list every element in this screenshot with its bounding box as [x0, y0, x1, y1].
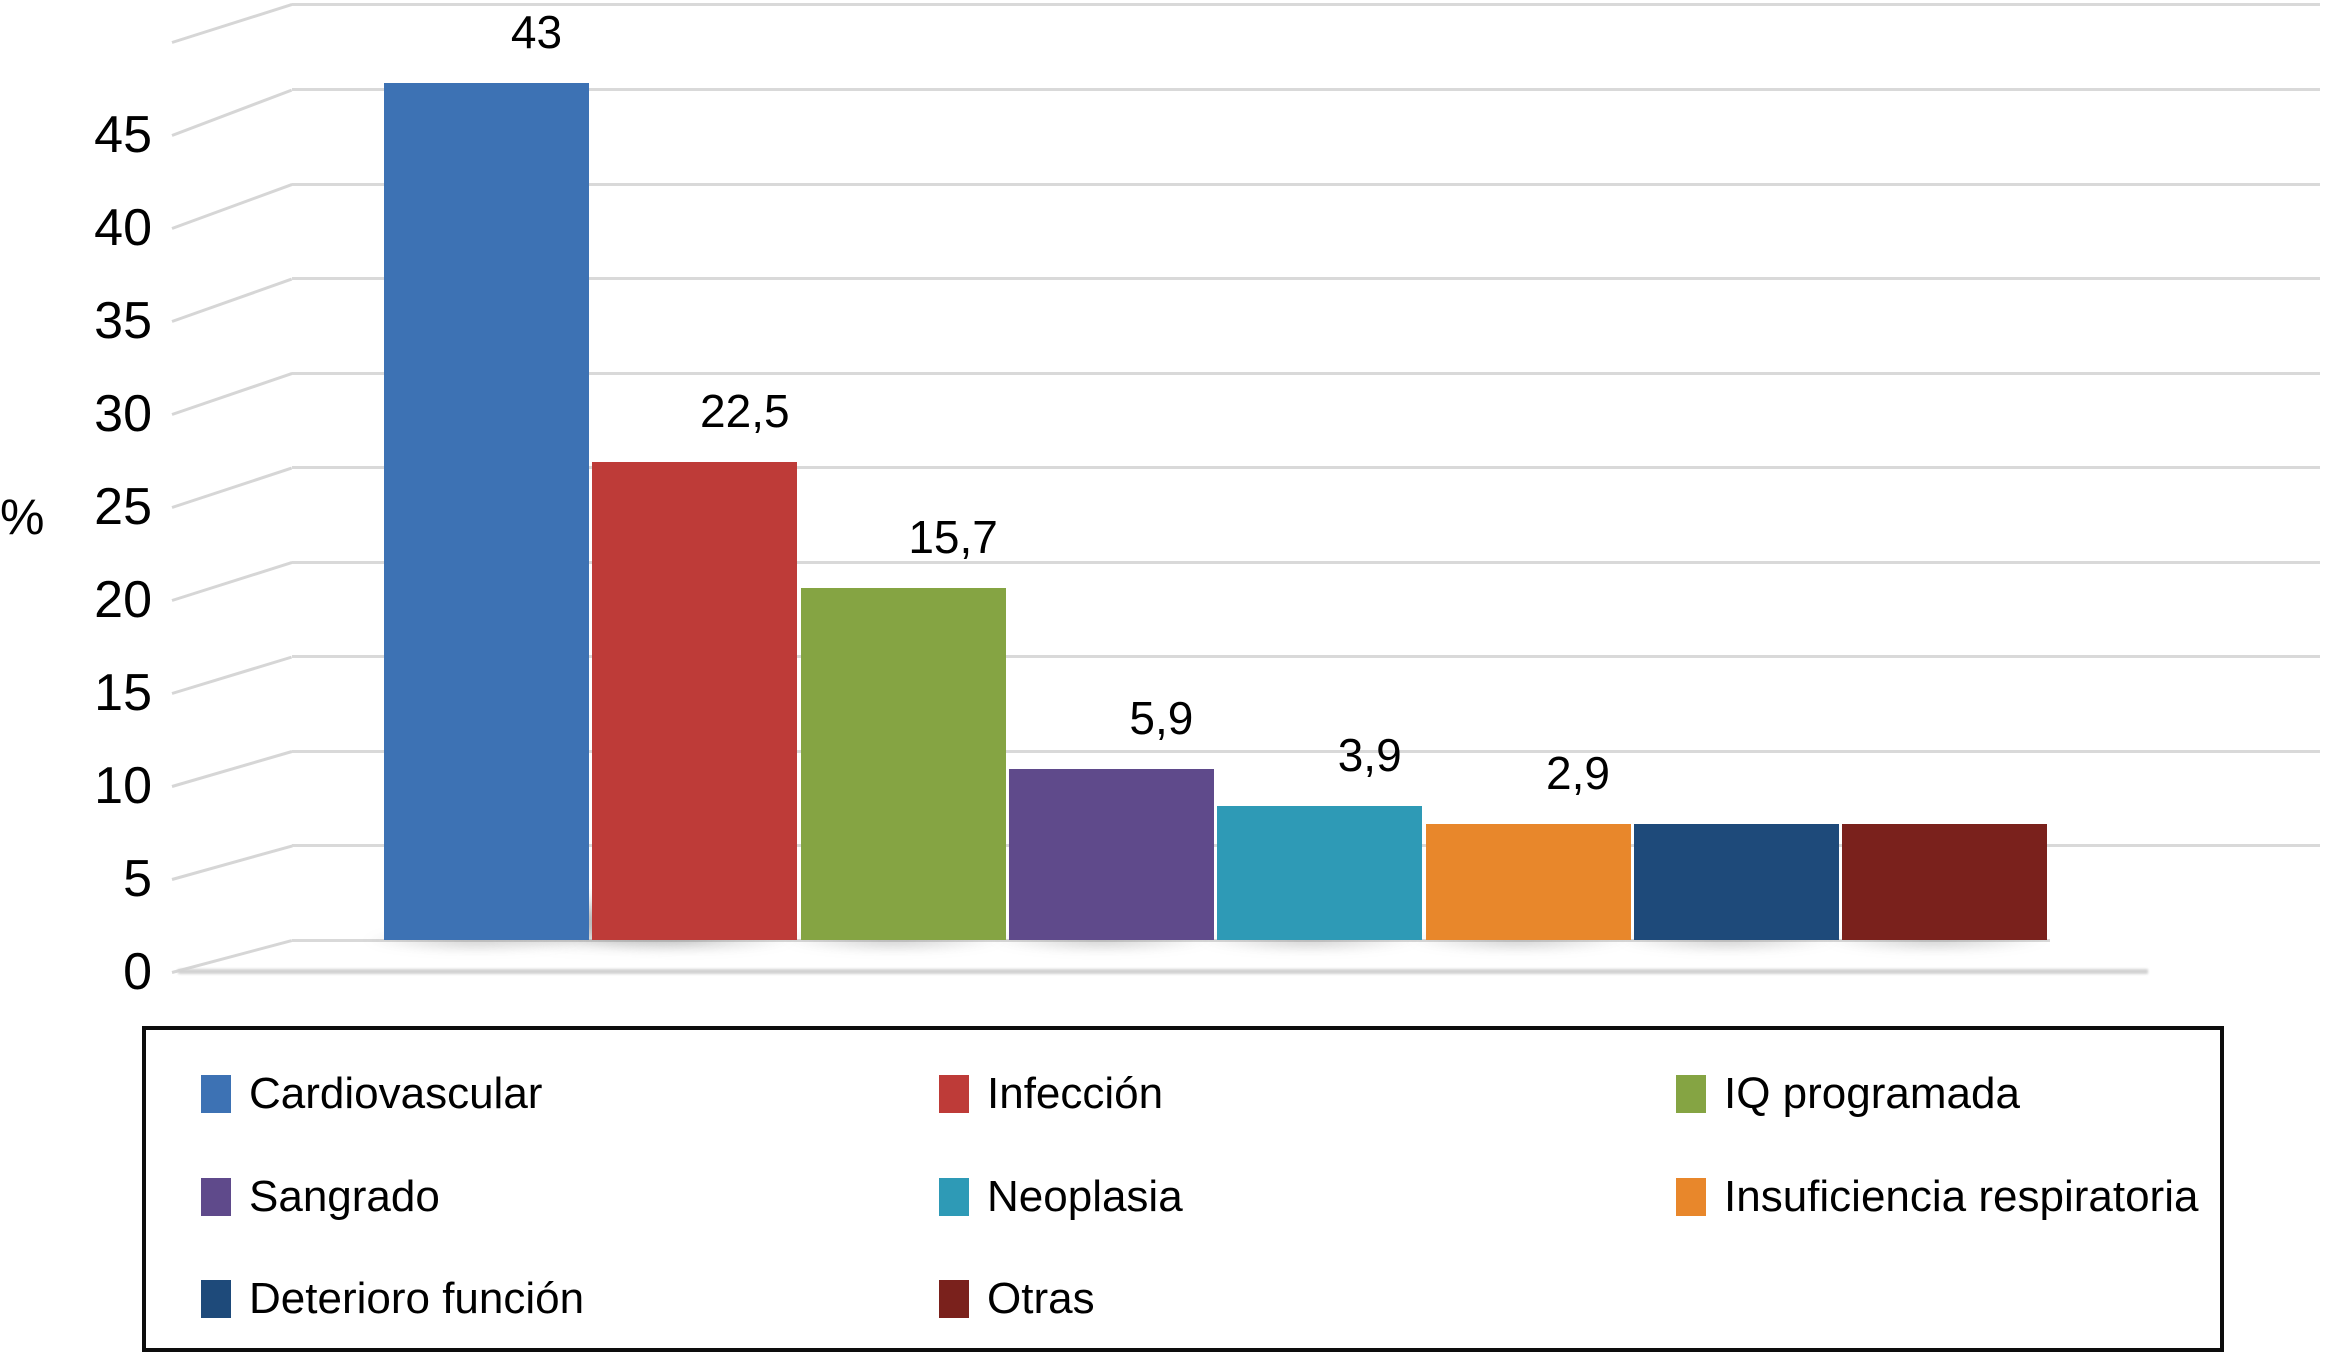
- y-axis-title: %: [0, 489, 45, 545]
- gridline: [292, 560, 2320, 564]
- bar-insuficiencia-respiratoria: [1425, 824, 1631, 940]
- legend-swatch-otras: [939, 1280, 969, 1318]
- gridline: [292, 2, 2320, 6]
- legend-swatch-cardiovascular: [201, 1075, 231, 1113]
- gridline: [292, 88, 2320, 91]
- y-tick-label: 20: [94, 571, 152, 629]
- legend-label: IQ programada: [1724, 1069, 2020, 1118]
- gridline-diagonal: [171, 277, 293, 323]
- gridline: [292, 371, 2320, 375]
- gridline-diagonal: [171, 655, 293, 695]
- bar-cardiovascular: [384, 82, 589, 940]
- y-tick-label: 5: [123, 850, 152, 908]
- bar-deterioro-funcion: [1633, 824, 1839, 940]
- legend-label: Otras: [987, 1274, 1095, 1323]
- bar-infeccion: [592, 461, 798, 940]
- gridline: [292, 182, 2320, 186]
- legend-item-infeccion: Infección: [939, 1064, 1579, 1124]
- legend-item-otras: Otras: [939, 1269, 1579, 1329]
- legend-label: Infección: [987, 1069, 1164, 1118]
- gridline-diagonal: [171, 88, 293, 137]
- legend-item-sangrado: Sangrado: [201, 1167, 841, 1227]
- legend-swatch-infeccion: [939, 1075, 969, 1113]
- y-tick-label: 0: [123, 943, 152, 1001]
- legend-item-deterioro-funcion: Deterioro función: [201, 1269, 841, 1329]
- plot-area: 0 5 10 15 20 25 30 35 40 45 % 43 22,5 15,7 5,9 3,9 2,9: [0, 2, 2320, 1001]
- data-label-cardiovascular: 43: [510, 5, 563, 58]
- y-tick-label: 40: [94, 199, 152, 257]
- y-tick-label: 15: [94, 664, 152, 722]
- legend-item-neoplasia: Neoplasia: [939, 1167, 1579, 1227]
- gridline-diagonal: [171, 560, 293, 602]
- gridline: [292, 938, 2050, 942]
- legend-item-insuficiencia-respiratoria: Insuficiencia respiratoria: [1676, 1167, 2316, 1227]
- y-tick-label: 10: [94, 757, 152, 815]
- data-label-iq-programada: 15,7: [908, 510, 998, 563]
- gridline: [292, 749, 2320, 753]
- gridline: [292, 277, 2320, 280]
- data-label-infeccion: 22,5: [700, 384, 790, 437]
- gridline-diagonal: [171, 466, 293, 509]
- bar-iq-programada: [800, 587, 1006, 940]
- data-label-neoplasia: 3,9: [1337, 728, 1402, 781]
- gridline-diagonal: [171, 844, 293, 881]
- gridline-diagonal: [171, 749, 293, 788]
- data-label-sangrado: 5,9: [1129, 691, 1194, 744]
- gridline-diagonal: [171, 2, 293, 44]
- y-tick-label: 30: [94, 385, 152, 443]
- legend-label: Cardiovascular: [249, 1069, 543, 1118]
- gridline: [292, 466, 2320, 469]
- data-label-insuficiencia-respiratoria: 2,9: [1546, 747, 1610, 800]
- bar-otras: [1842, 824, 2048, 940]
- legend-swatch-iq-programada: [1676, 1075, 1706, 1113]
- y-tick-label: 25: [94, 478, 152, 536]
- legend-item-iq-programada: IQ programada: [1676, 1064, 2316, 1124]
- legend-swatch-neoplasia: [939, 1178, 969, 1216]
- gridline-diagonal: [171, 182, 293, 230]
- legend-label: Neoplasia: [987, 1172, 1183, 1221]
- floor-front-edge: [178, 969, 2148, 974]
- legend-label: Sangrado: [249, 1172, 440, 1221]
- bar-neoplasia: [1217, 805, 1423, 940]
- bar-sangrado: [1008, 768, 1214, 940]
- legend-label: Deterioro función: [249, 1274, 585, 1323]
- legend: Cardiovascular Infección IQ programada Sang…: [142, 1026, 2224, 1352]
- legend-swatch-sangrado: [201, 1178, 231, 1216]
- legend-label: Insuficiencia respiratoria: [1724, 1172, 2199, 1221]
- y-tick-label: 35: [94, 292, 152, 350]
- y-tick-label: 45: [94, 106, 152, 164]
- legend-swatch-insuficiencia-respiratoria: [1676, 1178, 1706, 1216]
- legend-item-cardiovascular: Cardiovascular: [201, 1064, 841, 1124]
- gridline: [292, 655, 2320, 658]
- legend-swatch-deterioro-funcion: [201, 1280, 231, 1318]
- gridline-diagonal: [171, 371, 293, 416]
